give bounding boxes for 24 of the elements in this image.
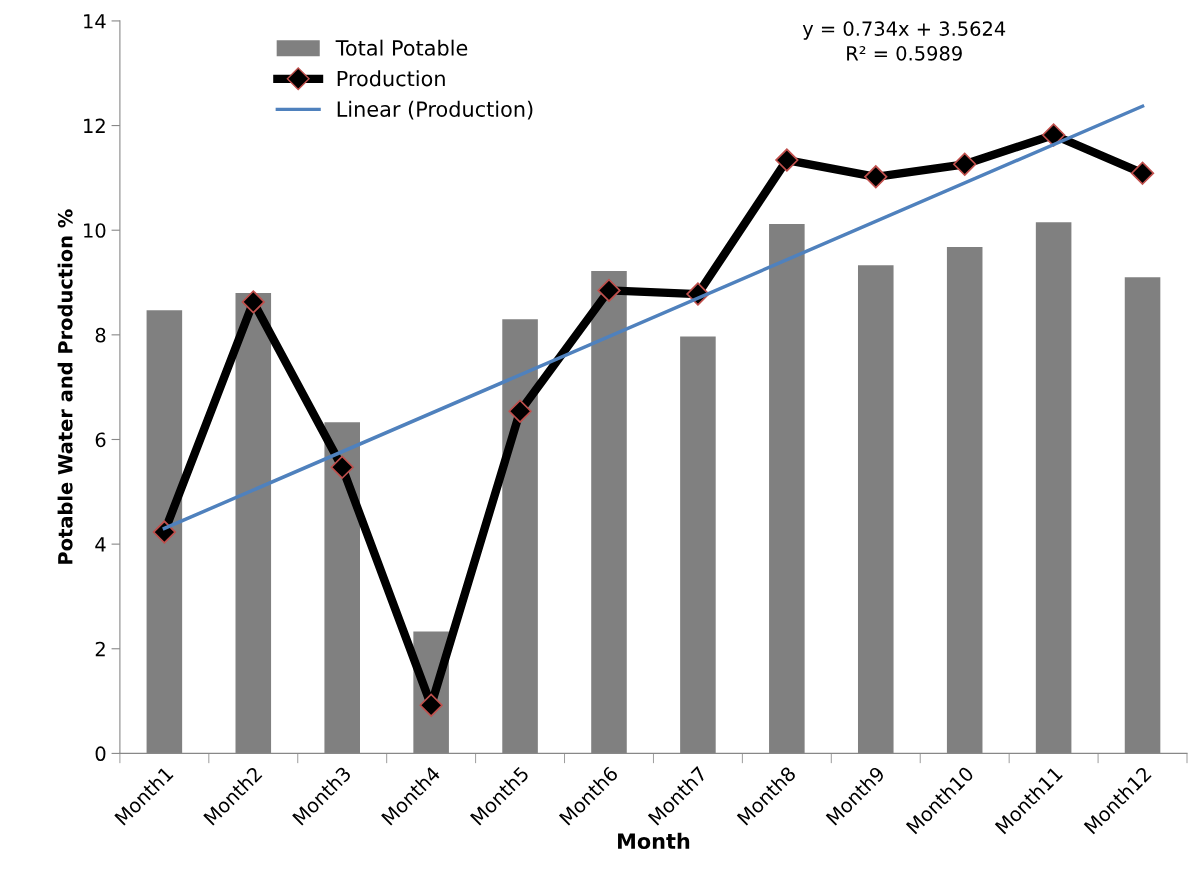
x-axis-title: Month [618,832,690,849]
point [1041,123,1066,147]
point [330,455,354,479]
legend-label: Linear (Production) [337,100,533,120]
point [508,399,532,423]
y-tick-label: 10 [84,223,106,238]
point [597,278,621,303]
y-tick-label: 4 [95,537,106,552]
legend-label: Production [337,70,445,87]
annotation: y = 0.734x + 3.5624 R² = 0.5989 [802,21,1006,61]
y-tick-label: 12 [84,118,105,133]
y-tick-label: 8 [95,327,106,343]
point [864,165,888,189]
y-tick-label: 0 [95,746,106,762]
point [419,693,443,717]
y-tick-label: 6 [95,432,106,448]
y-axis-title: Potable Water and Production % [57,209,73,564]
legend-label: Total Potable [335,39,468,56]
y-tick-label: 2 [95,641,105,657]
point [1130,161,1155,185]
y-tick-label: 14 [84,14,106,29]
point [775,148,799,172]
point [953,152,977,176]
point [241,290,265,314]
